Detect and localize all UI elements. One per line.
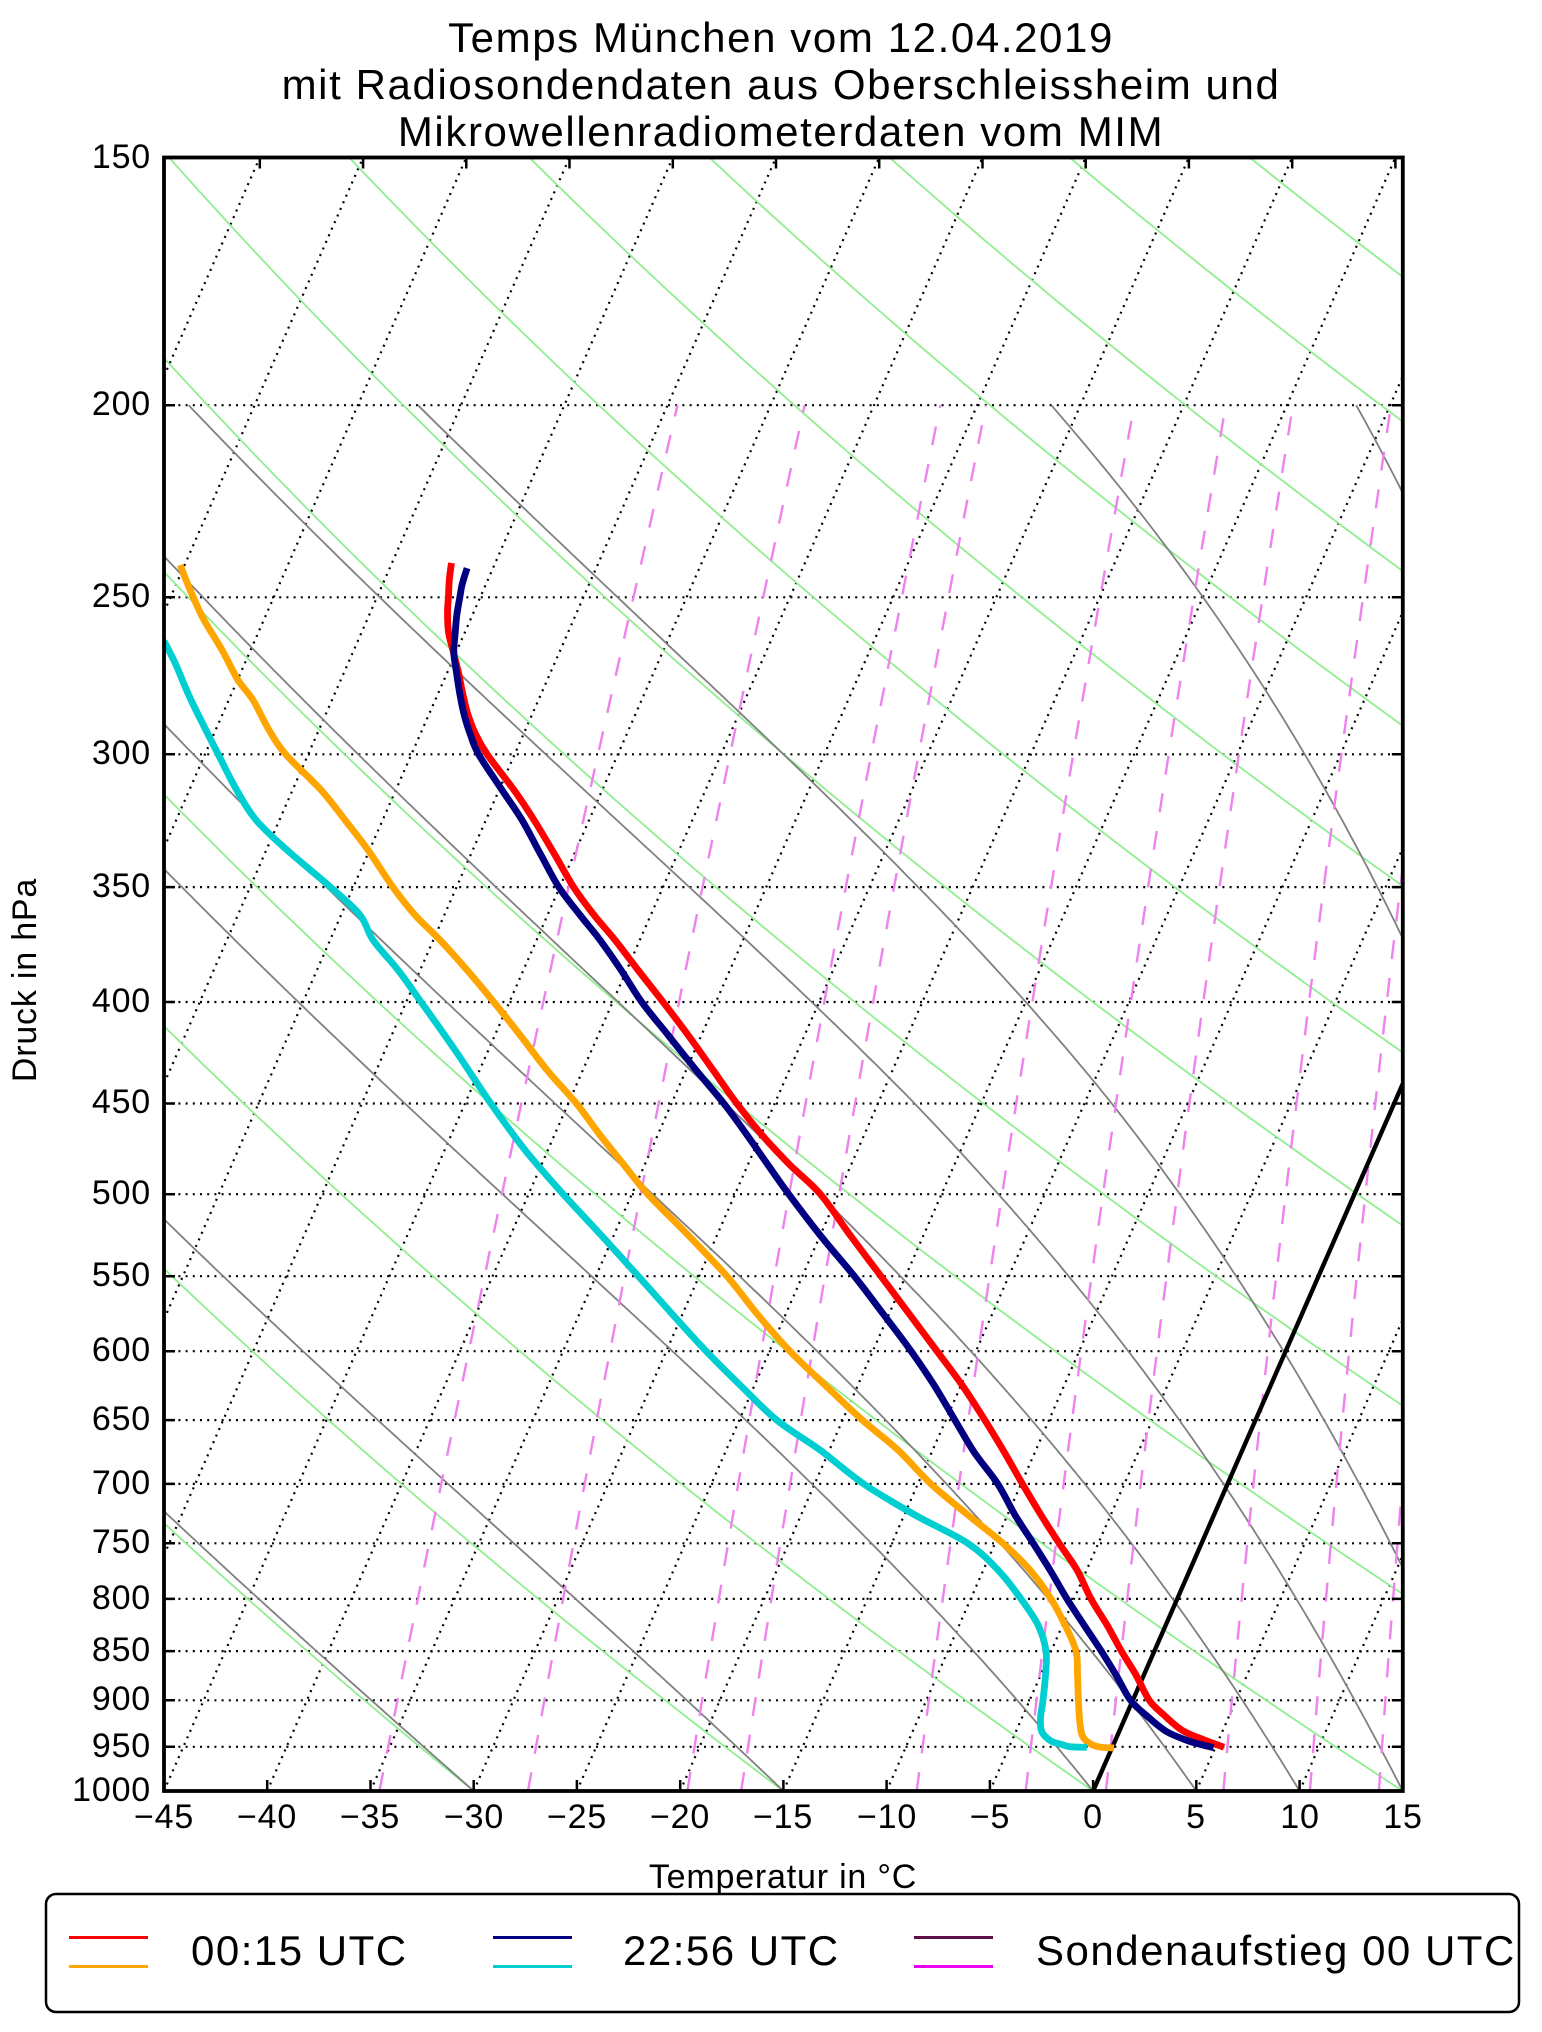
svg-text:600: 600 [92,1331,151,1369]
svg-text:400: 400 [92,982,151,1020]
svg-text:550: 550 [92,1256,151,1294]
svg-text:22:56 UTC: 22:56 UTC [623,1927,840,1974]
svg-text:200: 200 [92,385,151,423]
svg-text:150: 150 [92,138,151,176]
svg-text:1000: 1000 [72,1771,151,1809]
svg-text:500: 500 [92,1174,151,1212]
svg-text:700: 700 [92,1464,151,1502]
svg-text:650: 650 [92,1400,151,1438]
svg-text:250: 250 [92,577,151,615]
svg-text:450: 450 [92,1083,151,1121]
svg-text:5: 5 [1186,1798,1206,1836]
svg-text:−40: −40 [237,1798,297,1836]
svg-text:−30: −30 [444,1798,504,1836]
svg-text:350: 350 [92,867,151,905]
svg-text:15: 15 [1383,1798,1422,1836]
svg-text:Druck in hPa: Druck in hPa [6,878,44,1082]
svg-text:Sondenaufstieg 00 UTC: Sondenaufstieg 00 UTC [1036,1927,1516,1974]
svg-text:−10: −10 [857,1798,917,1836]
svg-text:−5: −5 [970,1798,1010,1836]
svg-text:−45: −45 [134,1798,194,1836]
svg-text:−25: −25 [547,1798,607,1836]
svg-text:800: 800 [92,1579,151,1617]
svg-text:−35: −35 [340,1798,400,1836]
svg-text:900: 900 [92,1680,151,1718]
svg-text:Temps München vom 12.04.2019: Temps München vom 12.04.2019 [448,14,1114,61]
svg-text:00:15 UTC: 00:15 UTC [191,1927,408,1974]
svg-text:850: 850 [92,1631,151,1669]
svg-text:−20: −20 [650,1798,710,1836]
svg-text:0: 0 [1083,1798,1103,1836]
svg-text:Mikrowellenradiometerdaten vom: Mikrowellenradiometerdaten vom MIM [398,108,1164,155]
svg-text:Temperatur in °C: Temperatur in °C [649,1858,917,1896]
svg-text:−15: −15 [753,1798,813,1836]
svg-text:750: 750 [92,1523,151,1561]
svg-text:mit Radiosondendaten aus Obers: mit Radiosondendaten aus Oberschleisshei… [282,61,1281,108]
svg-text:950: 950 [92,1727,151,1765]
svg-text:10: 10 [1280,1798,1319,1836]
svg-text:300: 300 [92,734,151,772]
